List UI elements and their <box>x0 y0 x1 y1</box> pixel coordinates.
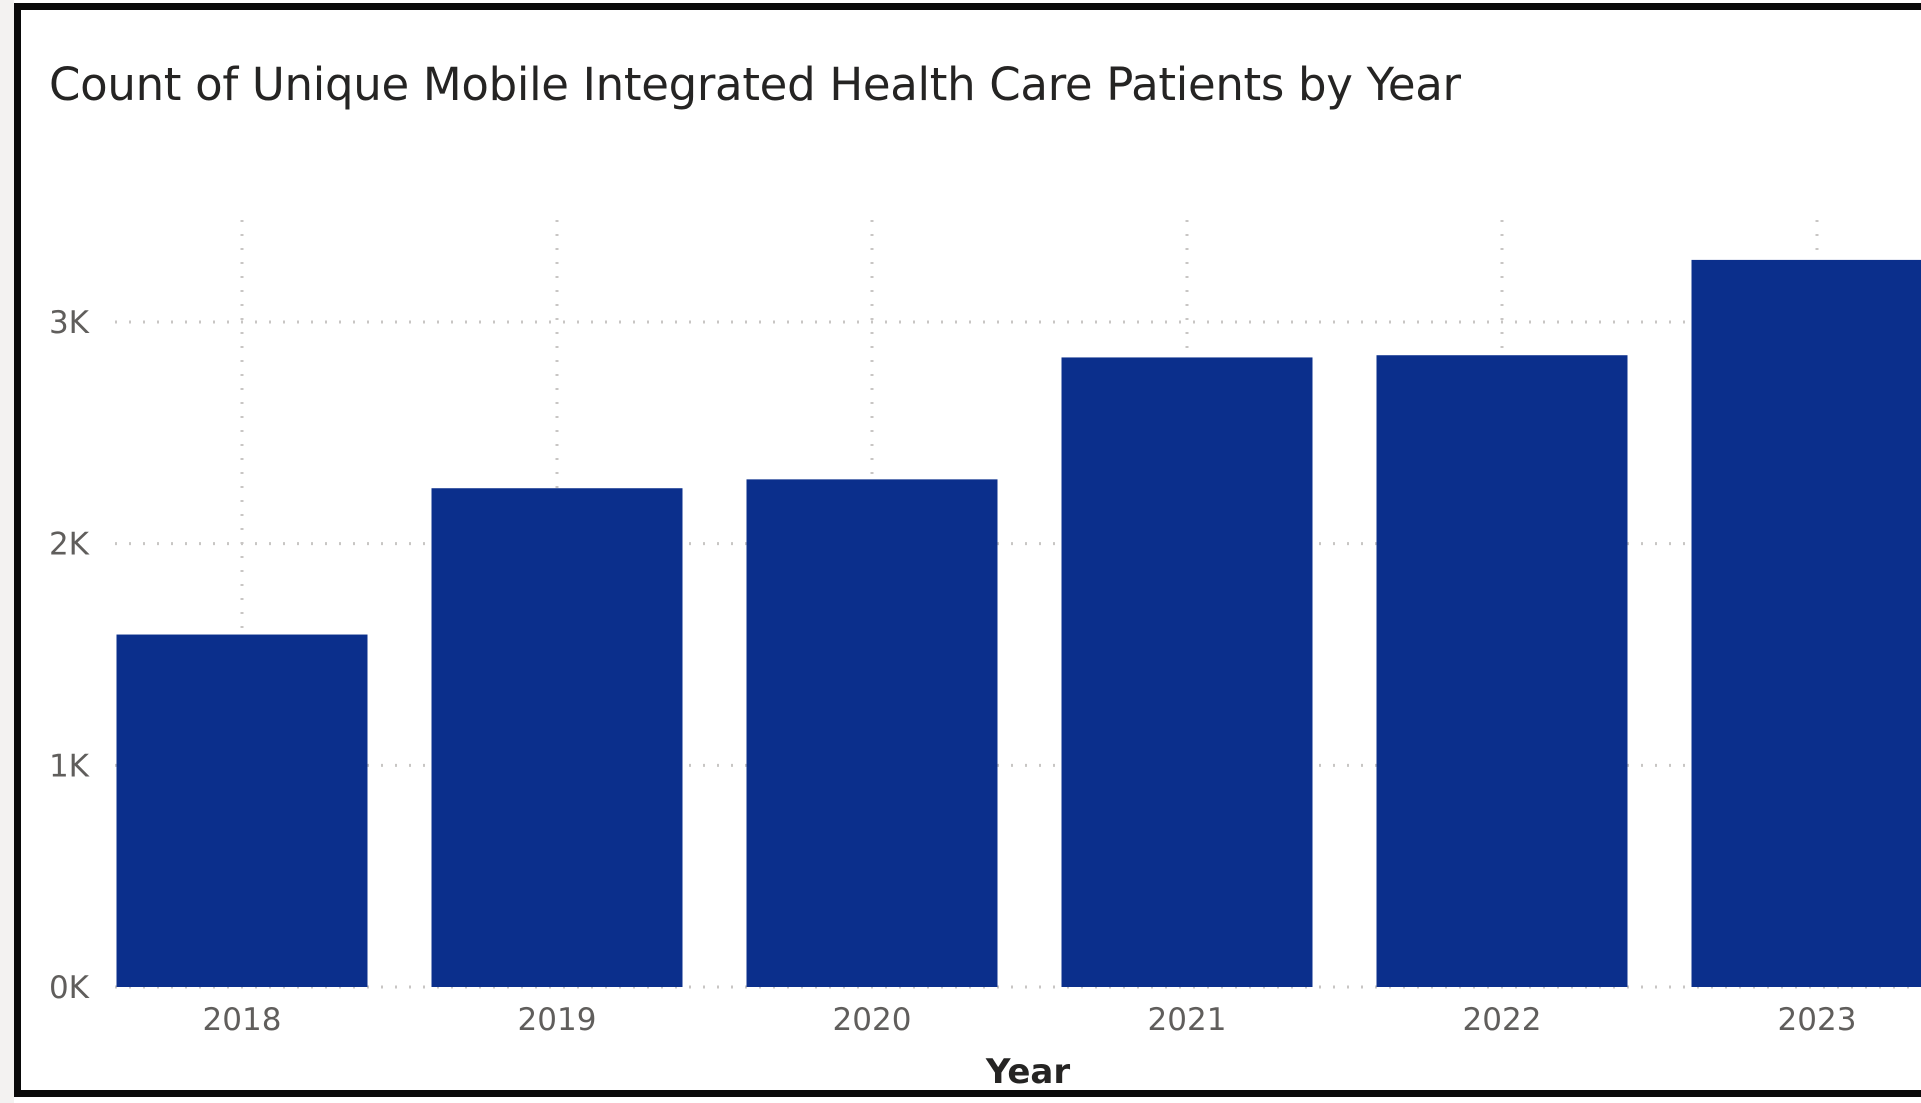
y-tick-label: 2K <box>49 527 90 563</box>
y-tick-label: 1K <box>49 748 90 784</box>
bar-2022[interactable] <box>1376 355 1628 987</box>
gridlines <box>115 220 1921 989</box>
x-tick-label: 2022 <box>1463 1002 1542 1038</box>
visual-border <box>14 3 1921 1097</box>
bar-2023[interactable] <box>1691 259 1921 987</box>
x-tick-label: 2018 <box>203 1002 282 1038</box>
y-tick-label: 3K <box>49 305 90 341</box>
chart-title: Count of Unique Mobile Integrated Health… <box>49 58 1461 111</box>
bar-2018[interactable] <box>116 634 368 987</box>
y-tick-label: 0K <box>49 970 90 1006</box>
x-tick-label: 2021 <box>1148 1002 1227 1038</box>
bar-2021[interactable] <box>1061 357 1313 987</box>
x-axis-title: Year <box>985 1052 1071 1092</box>
x-tick-label: 2023 <box>1778 1002 1857 1038</box>
bar-2020[interactable] <box>746 479 998 987</box>
bars <box>116 259 1921 987</box>
x-tick-label: 2020 <box>833 1002 912 1038</box>
x-tick-label: 2019 <box>518 1002 597 1038</box>
y-axis-ticks: 0K 1K 2K 3K <box>49 305 90 1006</box>
left-margin-strip <box>0 0 14 1103</box>
bar-2019[interactable] <box>431 488 683 987</box>
x-axis-ticks: 2018 2019 2020 2021 2022 2023 <box>203 1002 1857 1038</box>
